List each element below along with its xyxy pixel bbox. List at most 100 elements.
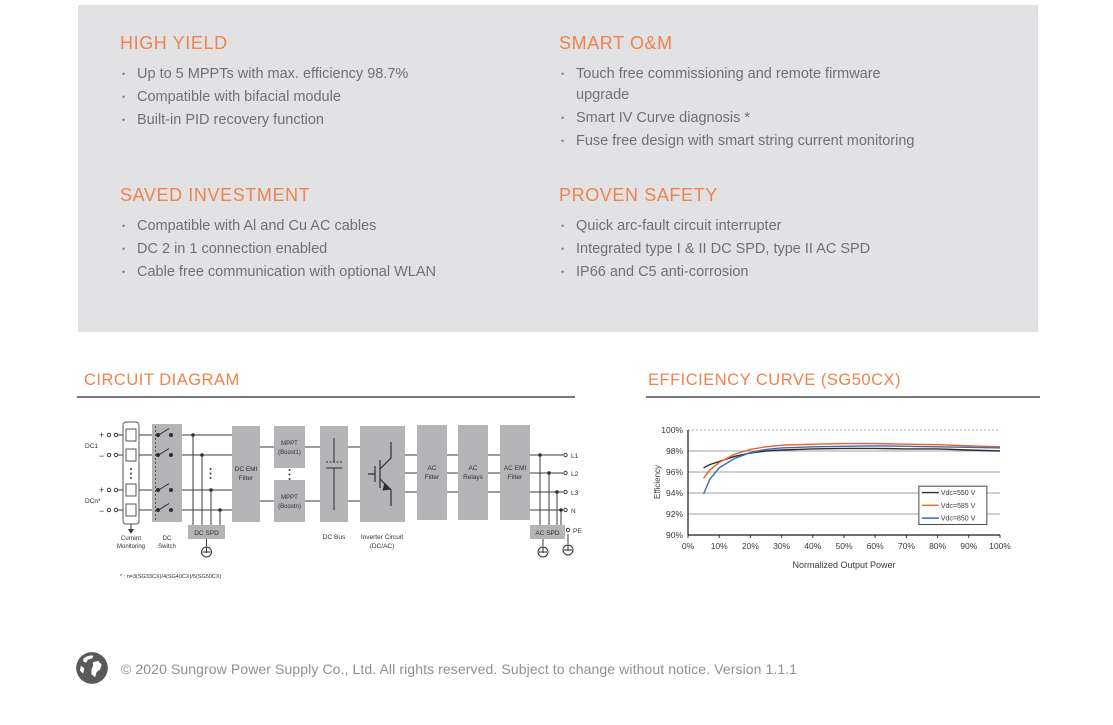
feature-bullet: Smart IV Curve diagnosis * bbox=[559, 108, 1031, 129]
feature-bullet: Compatible with bifacial module bbox=[120, 87, 550, 108]
ac-relays-block: AC Relays bbox=[458, 425, 488, 520]
l3-label: L3 bbox=[571, 490, 579, 497]
feature-bullet: Quick arc-fault circuit interrupter bbox=[559, 216, 1031, 237]
svg-text:Filter: Filter bbox=[508, 474, 523, 481]
l2-label: L2 bbox=[571, 471, 579, 478]
feature-bullet: Cable free communication with optional W… bbox=[120, 262, 570, 283]
svg-text:40%: 40% bbox=[804, 541, 821, 551]
wires bbox=[117, 434, 569, 546]
minus-sign: − bbox=[99, 506, 104, 516]
dc-switch-label: Switch bbox=[158, 544, 176, 550]
feature-bullet: Compatible with Al and Cu AC cables bbox=[120, 216, 570, 237]
minus-sign: − bbox=[99, 451, 104, 461]
ground-symbol bbox=[537, 546, 549, 558]
svg-text:Relays: Relays bbox=[463, 474, 484, 481]
l1-label: L1 bbox=[571, 453, 579, 460]
ac-filter-block: AC Filter bbox=[417, 425, 447, 520]
dc1-label: DC1 bbox=[85, 443, 98, 450]
legend-label: Vdc=850 V bbox=[941, 516, 976, 523]
feature-list-high-yield: Up to 5 MPPTs with max. efficiency 98.7%… bbox=[120, 64, 550, 131]
copyright-text: © 2020 Sungrow Power Supply Co., Ltd. Al… bbox=[121, 661, 798, 677]
dc-switch-block: DC Switch bbox=[152, 424, 182, 550]
efficiency-chart: Efficiency Normalized Output Power 90% 92… bbox=[653, 425, 1011, 570]
svg-text:30%: 30% bbox=[773, 541, 790, 551]
feature-proven-safety: PROVEN SAFETY Quick arc-fault circuit in… bbox=[559, 184, 1031, 285]
circuit-diagram-rule bbox=[77, 396, 575, 398]
dc-emi-filter-block: DC EMI Filter bbox=[232, 426, 260, 522]
circuit-diagram-title: CIRCUIT DIAGRAM bbox=[84, 371, 240, 389]
mppt-boost1-block: MPPT (Boost1) bbox=[274, 426, 305, 468]
current-monitoring-label: Current bbox=[121, 536, 141, 542]
svg-text:(Boostn): (Boostn) bbox=[278, 504, 301, 510]
svg-text:90%: 90% bbox=[666, 530, 683, 540]
current-monitoring-block: Current Monitoring bbox=[117, 421, 145, 550]
efficiency-curve-rule bbox=[646, 396, 1040, 398]
svg-text:90%: 90% bbox=[960, 541, 977, 551]
mppt-boostn-block: MPPT (Boostn) bbox=[274, 480, 305, 522]
circuit-diagram: + − + − DC1 DCn* Current Monitoring bbox=[85, 421, 582, 580]
legend-label: Vdc=550 V bbox=[941, 490, 976, 497]
feature-high-yield: HIGH YIELD Up to 5 MPPTs with max. effic… bbox=[120, 32, 550, 133]
feature-bullet: Integrated type I & II DC SPD, type II A… bbox=[559, 239, 1031, 260]
y-axis-label: Efficiency bbox=[653, 465, 662, 499]
dc-switch-label: DC bbox=[163, 536, 172, 542]
feature-list-proven-safety: Quick arc-fault circuit interrupter Inte… bbox=[559, 216, 1031, 283]
dc-input-terminals bbox=[106, 432, 119, 513]
svg-text:0%: 0% bbox=[682, 541, 695, 551]
svg-text:94%: 94% bbox=[666, 488, 683, 498]
svg-text:MPPT: MPPT bbox=[281, 441, 298, 447]
svg-text:92%: 92% bbox=[666, 509, 683, 519]
more-strings-ellipsis bbox=[130, 468, 291, 480]
svg-text:10%: 10% bbox=[711, 541, 728, 551]
feature-bullet: Fuse free design with smart string curre… bbox=[559, 131, 1031, 152]
feature-panel: HIGH YIELD Up to 5 MPPTs with max. effic… bbox=[78, 5, 1038, 332]
junction-dots bbox=[191, 433, 563, 512]
svg-text:AC: AC bbox=[427, 465, 436, 472]
svg-text:MPPT: MPPT bbox=[281, 495, 298, 501]
n-label: N bbox=[571, 508, 576, 515]
ground-symbol bbox=[201, 546, 212, 558]
svg-text:Filter: Filter bbox=[239, 475, 254, 482]
svg-text:80%: 80% bbox=[929, 541, 946, 551]
current-monitoring-label: Monitoring bbox=[117, 544, 145, 550]
svg-text:100%: 100% bbox=[989, 541, 1011, 551]
ac-emi-filter-block: AC EMI Filter bbox=[500, 425, 530, 520]
feature-title-saved-investment: SAVED INVESTMENT bbox=[120, 185, 311, 205]
svg-text:Filter: Filter bbox=[425, 474, 440, 481]
feature-smart-om: SMART O&M Touch free commissioning and r… bbox=[559, 32, 1031, 154]
pe-label: PE bbox=[573, 528, 582, 535]
svg-text:AC: AC bbox=[468, 465, 477, 472]
feature-title-smart-om: SMART O&M bbox=[559, 33, 673, 53]
inverter-circuit-block: Inverter Circuit (DC/AC) bbox=[360, 426, 405, 550]
svg-text:(Boost1): (Boost1) bbox=[278, 450, 301, 456]
svg-text:96%: 96% bbox=[666, 467, 683, 477]
dc-bus-block: DC Bus bbox=[320, 426, 348, 541]
circuit-footnote: * : n=3(SG33CX)/4(SG40CX)/5(SG50CX) bbox=[120, 574, 221, 580]
svg-text:DC EMI: DC EMI bbox=[235, 466, 258, 473]
ground-symbol bbox=[562, 544, 574, 556]
series-line bbox=[702, 445, 1001, 495]
dc-spd-block: DC SPD bbox=[188, 525, 225, 558]
ac-spd-label: AC SPD bbox=[535, 530, 560, 537]
feature-bullet: IP66 and C5 anti-corrosion bbox=[559, 262, 1031, 283]
feature-title-high-yield: HIGH YIELD bbox=[120, 33, 228, 53]
feature-title-proven-safety: PROVEN SAFETY bbox=[559, 185, 718, 205]
svg-text:100%: 100% bbox=[661, 425, 683, 435]
dcn-label: DCn* bbox=[85, 498, 101, 505]
feature-list-smart-om: Touch free commissioning and remote firm… bbox=[559, 64, 1031, 152]
plus-sign: + bbox=[99, 485, 104, 495]
feature-bullet: Touch free commissioning and remote firm… bbox=[559, 64, 934, 106]
feature-saved-investment: SAVED INVESTMENT Compatible with Al and … bbox=[120, 184, 570, 285]
svg-text:50%: 50% bbox=[835, 541, 852, 551]
ac-output-terminals: L1 L2 L3 N PE bbox=[563, 452, 582, 535]
feature-list-saved-investment: Compatible with Al and Cu AC cables DC 2… bbox=[120, 216, 570, 283]
inverter-label: Inverter Circuit bbox=[361, 534, 403, 541]
svg-text:AC EMI: AC EMI bbox=[504, 465, 527, 472]
svg-text:98%: 98% bbox=[666, 446, 683, 456]
dc-spd-label: DC SPD bbox=[194, 530, 219, 537]
x-axis-label: Normalized Output Power bbox=[792, 560, 895, 570]
legend-label: Vdc=585 V bbox=[941, 503, 976, 510]
inverter-label: (DC/AC) bbox=[370, 543, 395, 550]
svg-text:20%: 20% bbox=[742, 541, 759, 551]
